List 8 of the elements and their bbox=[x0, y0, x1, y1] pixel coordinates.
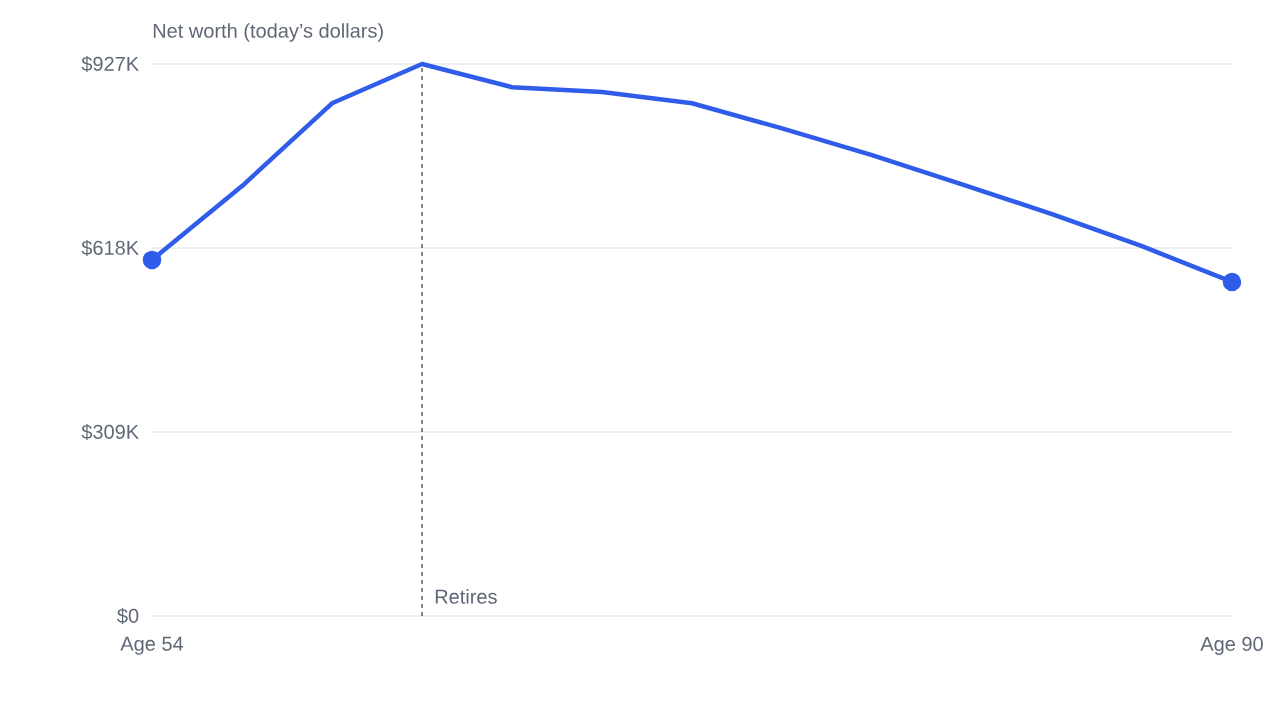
chart-title: Net worth (today’s dollars) bbox=[153, 23, 383, 42]
x-tick-label: Age 54 bbox=[120, 636, 184, 655]
x-tick-label: Age 90 bbox=[1200, 636, 1263, 655]
y-tick-label: $309K bbox=[81, 423, 139, 441]
annotation: Retires bbox=[435, 589, 497, 604]
y-tick-label: $927K bbox=[81, 55, 139, 73]
y-tick-label: $618K bbox=[81, 239, 139, 257]
y-tick-label: $0 bbox=[117, 607, 139, 625]
